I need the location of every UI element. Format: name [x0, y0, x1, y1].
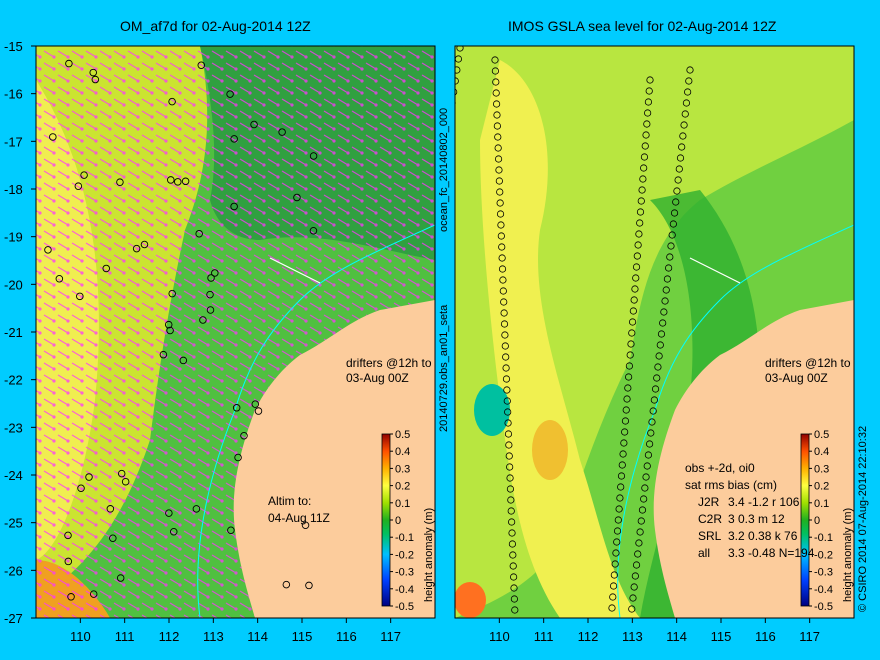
stats-header-2: sat rms bias (cm): [685, 478, 777, 492]
colorbar-tick-label: 0.4: [395, 446, 410, 458]
left-panel-title: OM_af7d for 02-Aug-2014 12Z: [120, 18, 311, 34]
lon-tick-label: 110: [70, 629, 91, 644]
colorbar-right: 0.5 0.4 0.3 0.2 0.1 0 -0.1 -0.2 -0.3 -0.4 -0.5 heig…: [800, 429, 854, 613]
stats-sat-name: J2R: [698, 495, 720, 509]
right-drifter-note-1: drifters @12h to: [765, 356, 851, 370]
stats-values: 3.4 -1.2 r 106: [728, 495, 800, 509]
colorbar-tick-label: -0.4: [814, 584, 833, 596]
colorbar-tick-label: -0.1: [814, 532, 833, 544]
lat-tick-label: -15: [4, 39, 23, 54]
colorbar-tick-label: 0.5: [814, 429, 829, 441]
stats-values: 3.3 -0.48 N=194: [728, 546, 815, 560]
footer-label: © CSIRO 2014 07-Aug-2014 22:10:32: [857, 425, 869, 612]
stats-values: 3.2 0.38 k 76: [728, 529, 798, 543]
stats-header-1: obs +-2d, oi0: [685, 461, 755, 475]
lat-tick-label: -18: [4, 182, 23, 197]
lat-tick-label: -20: [4, 277, 23, 292]
right-drifter-note-2: 03-Aug 00Z: [765, 371, 828, 385]
colorbar-tick-label: 0: [814, 515, 820, 527]
colorbar-tick-label: 0.5: [395, 429, 410, 441]
lon-tick-label: 112: [159, 629, 180, 644]
stats-sat-name: all: [698, 546, 710, 560]
lat-tick-label: -16: [4, 87, 23, 102]
colorbar-tick-label: -0.1: [395, 532, 414, 544]
left-drifter-note-1: drifters @12h to: [346, 356, 432, 370]
colorbar-tick-label: -0.3: [395, 567, 414, 579]
colorbar-tick-label: -0.3: [814, 567, 833, 579]
lat-tick-label: -26: [4, 563, 23, 578]
colorbar-scale: [381, 433, 391, 607]
altim-label-2: 04-Aug 11Z: [268, 511, 330, 525]
colorbar-tick-label: 0.2: [814, 481, 829, 493]
lon-tick-label: 115: [292, 629, 313, 644]
right-map-frame: [454, 45, 855, 619]
colorbar-tick-label: -0.5: [814, 601, 833, 613]
stats-values: 3 0.3 m 12: [728, 512, 785, 526]
left-map: [36, 46, 435, 618]
colorbar-tick-label: 0.2: [395, 481, 410, 493]
stats-table: J2R 3.4 -1.2 r 106 C2R 3 0.3 m 12 SRL 3.2 0.3…: [698, 495, 815, 560]
colorbar-tick-label: 0.1: [395, 498, 410, 510]
right-map: [455, 46, 854, 618]
lat-tick-label: -25: [4, 516, 23, 531]
lon-tick-label: 113: [203, 629, 224, 644]
lon-tick-label: 113: [622, 629, 643, 644]
colorbar-title: height anomaly (m): [423, 508, 435, 602]
colorbar-scale: [800, 433, 810, 607]
colorbar-tick-label: 0.3: [814, 463, 829, 475]
stats-sat-name: C2R: [698, 512, 722, 526]
lon-tick-label: 110: [489, 629, 510, 644]
lat-tick-label: -24: [4, 468, 23, 483]
run-id-label: ocean_fc_20140802_000: [438, 107, 450, 232]
lon-tick-label: 116: [755, 629, 776, 644]
left-drifter-note-2: 03-Aug 00Z: [346, 371, 409, 385]
lat-tick-label: -19: [4, 230, 23, 245]
lon-tick-label: 114: [666, 629, 687, 644]
lat-tick-label: -22: [4, 373, 23, 388]
lon-tick-label: 115: [711, 629, 732, 644]
lon-tick-label: 111: [534, 629, 554, 644]
lat-tick-label: -21: [4, 325, 23, 340]
lon-tick-label: 111: [115, 629, 135, 644]
lon-tick-label: 116: [336, 629, 357, 644]
right-panel-title: IMOS GSLA sea level for 02-Aug-2014 12Z: [508, 18, 777, 34]
colorbar-tick-label: 0.4: [814, 446, 829, 458]
colorbar-tick-label: -0.4: [395, 584, 414, 596]
colorbar-tick-label: -0.5: [395, 601, 414, 613]
colorbar-tick-label: -0.2: [814, 549, 833, 561]
colorbar-title: height anomaly (m): [842, 508, 854, 602]
colorbar-tick-label: -0.2: [395, 549, 414, 561]
colorbar-left: 0.5 0.4 0.3 0.2 0.1 0 -0.1 -0.2 -0.3 -0.4 -0.5 heig…: [381, 429, 435, 613]
colorbar-tick-label: 0.1: [814, 498, 829, 510]
lat-tick-label: -23: [4, 420, 23, 435]
stats-sat-name: SRL: [698, 529, 722, 543]
lon-tick-label: 114: [247, 629, 268, 644]
altim-label-1: Altim to:: [268, 494, 311, 508]
lon-tick-label: 117: [799, 629, 820, 644]
lat-tick-label: -27: [4, 611, 23, 626]
lon-ticks-right: 110 111 112 113 114 115 116 117: [489, 618, 820, 644]
lat-tick-label: -17: [4, 134, 23, 149]
colorbar-tick-label: 0: [395, 515, 401, 527]
obs-id-label: 20140729.obs_an01_seta: [438, 304, 450, 432]
colorbar-tick-label: 0.3: [395, 463, 410, 475]
lat-ticks-left: -15 -16 -17 -18 -19 -20 -21 -22 -23 -24 -25 -26 -27: [4, 39, 36, 626]
lon-tick-label: 112: [578, 629, 599, 644]
lon-ticks-left: 110 111 112 113 114 115 116 117: [70, 618, 401, 644]
lon-tick-label: 117: [380, 629, 401, 644]
